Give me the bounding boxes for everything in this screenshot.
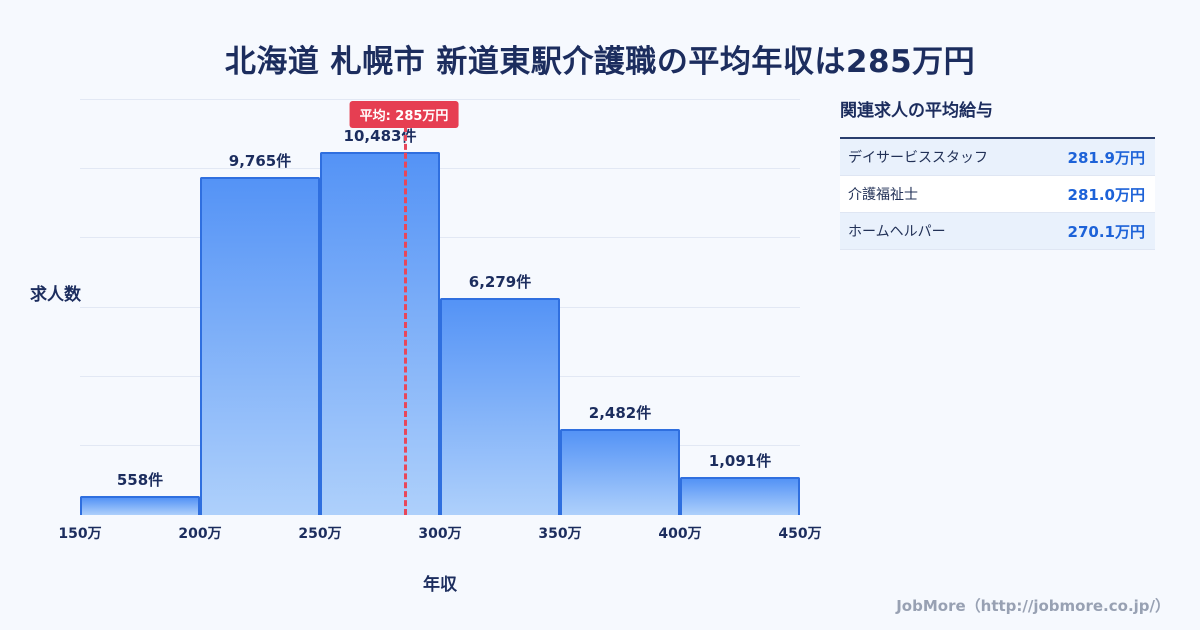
related-job-row: デイサービススタッフ 281.9万円 [840, 139, 1155, 176]
bar-value-label: 2,482件 [588, 404, 652, 423]
gridline [80, 99, 800, 100]
histogram-bar [80, 495, 200, 515]
x-tick-label: 200万 [178, 526, 222, 542]
average-line [404, 126, 407, 515]
related-jobs-list: デイサービススタッフ 281.9万円介護福祉士 281.0万円ホームヘルパー 270.… [840, 137, 1155, 250]
related-job-name: ホームヘルパー [848, 224, 946, 240]
histogram-plot-area: 558件 9,765件 10,483件 6,279件 2,482件 1,091件 平均: 2… [80, 99, 800, 515]
histogram-bar [560, 429, 680, 515]
page-title: 北海道 札幌市 新道東駅介護職の平均年収は285万円 [224, 44, 976, 80]
x-axis-label: 年収 [423, 575, 457, 595]
related-salary-panel: 関連求人の平均給与 デイサービススタッフ 281.9万円介護福祉士 281.0万円ホ… [840, 96, 1155, 250]
x-tick-label: 350万 [538, 526, 582, 542]
related-job-name: 介護福祉士 [848, 187, 918, 203]
related-job-name: デイサービススタッフ [848, 150, 988, 166]
x-tick-label: 300万 [418, 526, 462, 542]
related-job-row: ホームヘルパー 270.1万円 [840, 213, 1155, 250]
footer-credit: JobMore（http://jobmore.co.jp/） [896, 597, 1170, 615]
average-badge: 平均: 285万円 [349, 101, 459, 128]
y-axis-label: 求人数 [30, 285, 81, 305]
related-job-salary: 281.9万円 [1067, 148, 1145, 167]
related-job-salary: 270.1万円 [1067, 222, 1145, 241]
x-tick-label: 450万 [778, 526, 822, 542]
x-tick-label: 150万 [58, 526, 102, 542]
bar-value-label: 558件 [116, 470, 164, 489]
histogram-bar [680, 477, 800, 515]
x-axis-ticks: 150万 200万 250万 300万 350万 400万 450万 [58, 523, 821, 543]
bar-value-label: 10,483件 [343, 127, 417, 146]
related-salary-heading: 関連求人の平均給与 [840, 101, 993, 121]
gridline [80, 168, 800, 170]
x-tick-label: 400万 [658, 526, 702, 542]
bar-value-label: 1,091件 [708, 452, 772, 471]
histogram-bar [200, 177, 320, 515]
bar-value-label: 6,279件 [468, 272, 532, 291]
related-job-row: 介護福祉士 281.0万円 [840, 176, 1155, 213]
x-tick-label: 250万 [298, 526, 342, 542]
bar-value-label: 9,765件 [228, 152, 292, 171]
gridline [80, 237, 800, 239]
histogram-bar [440, 297, 560, 515]
histogram-bar [320, 152, 440, 515]
related-job-salary: 281.0万円 [1067, 185, 1145, 204]
